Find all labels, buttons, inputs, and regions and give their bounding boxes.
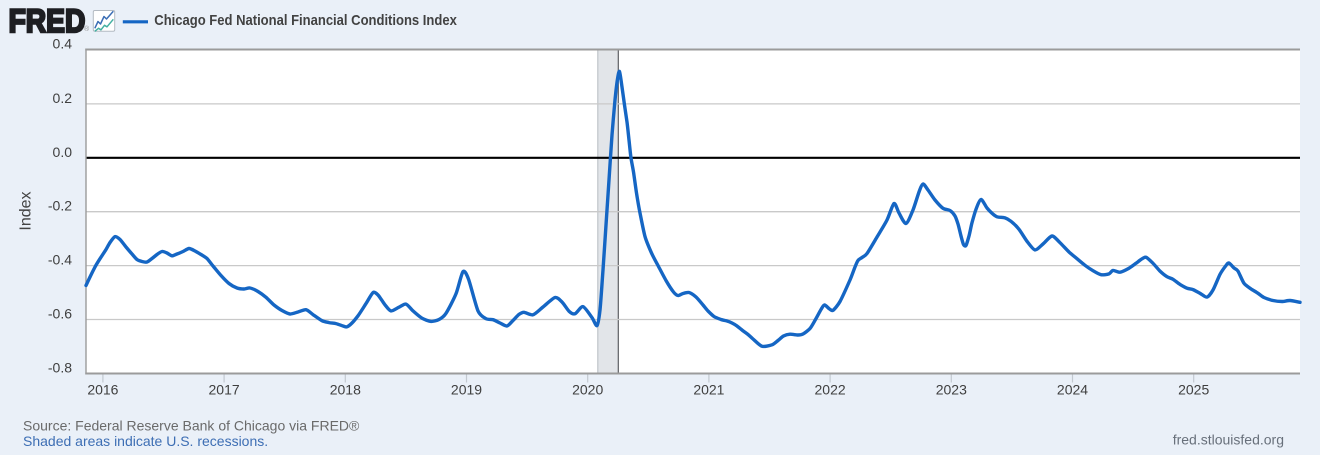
svg-text:2016: 2016: [87, 381, 118, 397]
svg-text:2024: 2024: [1057, 381, 1088, 397]
svg-text:2021: 2021: [693, 381, 724, 397]
svg-text:fred.stlouisfed.org: fred.stlouisfed.org: [1173, 431, 1284, 447]
svg-text:Chicago Fed National Financial: Chicago Fed National Financial Condition…: [154, 11, 457, 28]
svg-text:FRED: FRED: [9, 4, 86, 39]
svg-text:2020: 2020: [572, 381, 603, 397]
svg-text:2018: 2018: [330, 381, 361, 397]
svg-text:®: ®: [84, 25, 90, 33]
svg-text:0.2: 0.2: [53, 90, 73, 106]
svg-text:-0.4: -0.4: [48, 252, 72, 268]
svg-text:Shaded areas indicate U.S. rec: Shaded areas indicate U.S. recessions.: [23, 433, 268, 449]
svg-text:2025: 2025: [1178, 381, 1209, 397]
svg-text:-0.8: -0.8: [48, 360, 72, 376]
svg-text:Index: Index: [18, 191, 35, 230]
svg-text:-0.2: -0.2: [48, 198, 72, 214]
svg-text:2023: 2023: [936, 381, 967, 397]
svg-text:Source: Federal Reserve Bank o: Source: Federal Reserve Bank of Chicago …: [23, 418, 360, 434]
svg-text:2022: 2022: [815, 381, 846, 397]
svg-text:-0.6: -0.6: [48, 306, 72, 322]
svg-text:0.0: 0.0: [53, 144, 73, 160]
svg-text:0.4: 0.4: [53, 36, 73, 52]
svg-text:2017: 2017: [209, 381, 240, 397]
svg-text:2019: 2019: [451, 381, 482, 397]
